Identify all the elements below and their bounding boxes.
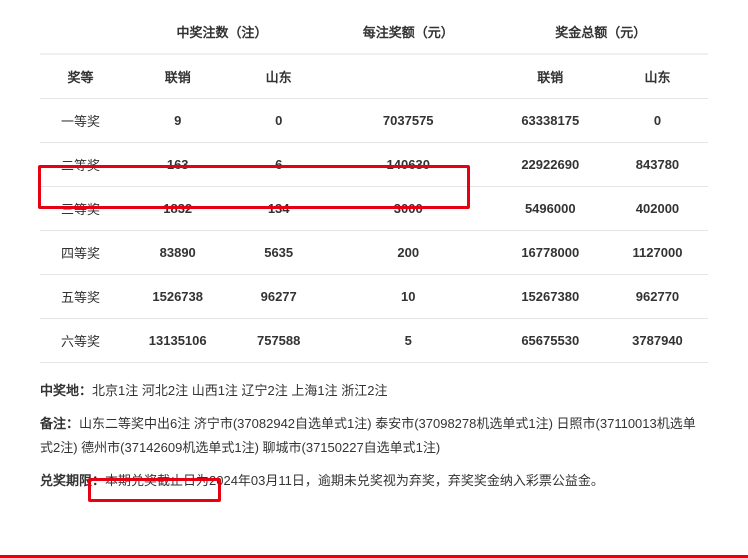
subheader-shandong2: 山东: [607, 54, 708, 99]
cell-sd-total: 962770: [607, 275, 708, 319]
cell-per-bet: 10: [323, 275, 494, 319]
notes-section: 中奖地：北京1注 河北2注 山西1注 辽宁2注 上海1注 浙江2注 备注：山东二…: [40, 379, 708, 493]
cell-sd-bets: 6: [234, 143, 323, 187]
header-per-bet: 每注奖额（元）: [323, 10, 494, 54]
cell-sd-total: 0: [607, 99, 708, 143]
cell-level: 五等奖: [40, 275, 121, 319]
cell-level: 一等奖: [40, 99, 121, 143]
cell-linked-bets: 1526738: [121, 275, 234, 319]
cell-sd-bets: 757588: [234, 319, 323, 363]
cell-linked-total: 5496000: [494, 187, 607, 231]
cell-linked-total: 65675530: [494, 319, 607, 363]
cell-per-bet: 5: [323, 319, 494, 363]
table-row: 二等奖 163 6 140630 22922690 843780: [40, 143, 708, 187]
deadline: 兑奖期限：本期兑奖截止日为2024年03月11日，逾期未兑奖视为弃奖，弃奖奖金纳…: [40, 469, 708, 492]
cell-per-bet: 7037575: [323, 99, 494, 143]
subheader-linked2: 联销: [494, 54, 607, 99]
loc-label: 中奖地：: [40, 383, 92, 398]
subheader-linked: 联销: [121, 54, 234, 99]
subheader-shandong: 山东: [234, 54, 323, 99]
cell-linked-total: 16778000: [494, 231, 607, 275]
cell-sd-total: 402000: [607, 187, 708, 231]
cell-sd-bets: 96277: [234, 275, 323, 319]
cell-linked-bets: 13135106: [121, 319, 234, 363]
cell-level: 二等奖: [40, 143, 121, 187]
cell-per-bet: 140630: [323, 143, 494, 187]
cell-linked-bets: 163: [121, 143, 234, 187]
subheader-per-bet-blank: [323, 54, 494, 99]
cell-per-bet: 200: [323, 231, 494, 275]
remark-text: 山东二等奖中出6注 济宁市(37082942自选单式1注) 泰安市(370982…: [40, 416, 696, 454]
cell-linked-total: 22922690: [494, 143, 607, 187]
header-bets: 中奖注数（注）: [121, 10, 323, 54]
cell-sd-bets: 5635: [234, 231, 323, 275]
header-blank: [40, 10, 121, 54]
cell-sd-total: 1127000: [607, 231, 708, 275]
deadline-text: 本期兑奖截止日为2024年03月11日，逾期未兑奖视为弃奖，弃奖奖金纳入彩票公益…: [105, 473, 604, 488]
table-row: 四等奖 83890 5635 200 16778000 1127000: [40, 231, 708, 275]
cell-per-bet: 3000: [323, 187, 494, 231]
remark-label: 备注：: [40, 416, 79, 431]
loc-text: 北京1注 河北2注 山西1注 辽宁2注 上海1注 浙江2注: [92, 383, 387, 398]
subheader-level: 奖等: [40, 54, 121, 99]
table-row: 三等奖 1832 134 3000 5496000 402000: [40, 187, 708, 231]
cell-linked-bets: 9: [121, 99, 234, 143]
table-row: 五等奖 1526738 96277 10 15267380 962770: [40, 275, 708, 319]
cell-linked-bets: 83890: [121, 231, 234, 275]
cell-linked-bets: 1832: [121, 187, 234, 231]
cell-level: 六等奖: [40, 319, 121, 363]
winning-locations: 中奖地：北京1注 河北2注 山西1注 辽宁2注 上海1注 浙江2注: [40, 379, 708, 402]
table-row: 六等奖 13135106 757588 5 65675530 3787940: [40, 319, 708, 363]
header-total: 奖金总额（元）: [494, 10, 708, 54]
cell-level: 四等奖: [40, 231, 121, 275]
table-row: 一等奖 9 0 7037575 63338175 0: [40, 99, 708, 143]
cell-sd-bets: 0: [234, 99, 323, 143]
cell-level: 三等奖: [40, 187, 121, 231]
cell-linked-total: 15267380: [494, 275, 607, 319]
deadline-label: 兑奖期限：: [40, 473, 105, 488]
remark: 备注：山东二等奖中出6注 济宁市(37082942自选单式1注) 泰安市(370…: [40, 412, 708, 459]
cell-sd-bets: 134: [234, 187, 323, 231]
cell-sd-total: 3787940: [607, 319, 708, 363]
cell-linked-total: 63338175: [494, 99, 607, 143]
prize-table: 中奖注数（注） 每注奖额（元） 奖金总额（元） 奖等 联销 山东 联销 山东 一…: [40, 10, 708, 363]
cell-sd-total: 843780: [607, 143, 708, 187]
